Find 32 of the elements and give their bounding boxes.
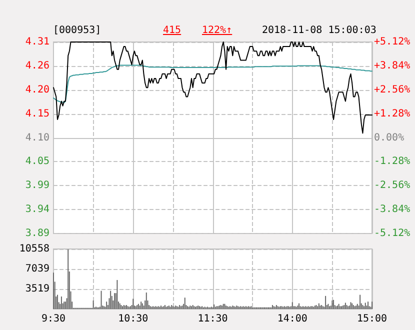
y-tick-label: 4.10 (25, 132, 50, 144)
y2-tick-label: -1.28% (374, 156, 410, 168)
text: 415 (163, 24, 182, 38)
y2-tick-label: +5.12% (374, 36, 410, 48)
x-tick-label: 11:30 (198, 314, 228, 324)
line-series (53, 42, 372, 134)
y-tick-label: 4.05 (25, 156, 50, 168)
y2-tick-label: +2.56% (374, 84, 410, 96)
y2-tick-label: -5.12% (374, 228, 410, 239)
chart-title: [000953] (53, 24, 102, 38)
x-tick-label: 10:30 (118, 314, 148, 324)
y2-tick-label: +3.84% (374, 60, 410, 72)
x-tick-label: 15:00 (356, 314, 388, 324)
y-tick-label: 4.26 (25, 60, 50, 72)
x-tick-label: 9:30 (41, 314, 66, 324)
y-tick-label: 3.94 (25, 204, 50, 216)
y-tick-label: 3.99 (25, 180, 50, 192)
text: 2018-11-08 15:00:03 (262, 24, 376, 37)
y-tick-label: 4.20 (25, 84, 50, 96)
y-tick-label: 10558 (19, 244, 50, 254)
y-tick-label: 7039 (25, 264, 50, 274)
y2-tick-label: -3.84% (374, 204, 410, 216)
y2-tick-label: 0.00% (374, 132, 404, 144)
y2-tick-label: -2.56% (374, 180, 410, 192)
line-series (53, 64, 372, 104)
y-tick-label: 4.15 (25, 108, 50, 120)
y-tick-label: 3.89 (25, 228, 50, 239)
y2-tick-label: +1.28% (374, 108, 410, 120)
text: 122%↑ (202, 24, 232, 38)
y-tick-label: 3519 (25, 284, 50, 294)
x-tick-label: 14:00 (277, 314, 308, 324)
y-tick-label: 4.31 (25, 36, 50, 48)
